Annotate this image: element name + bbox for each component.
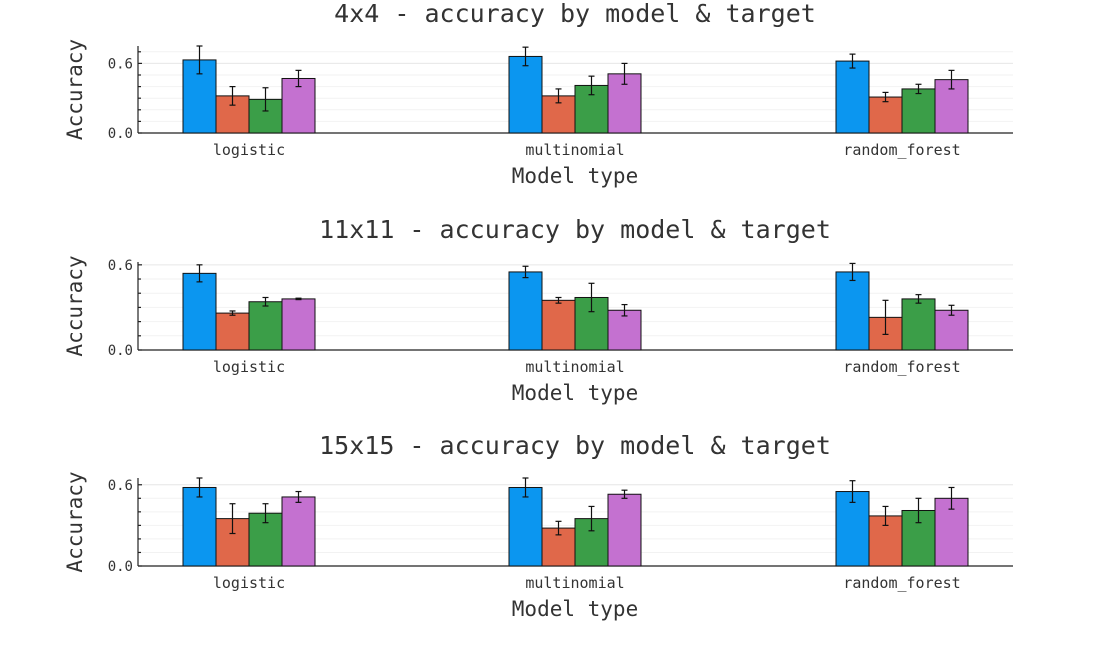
bar	[281, 298, 316, 351]
bar	[541, 299, 576, 351]
bar	[607, 493, 642, 567]
chart-panel-1: 4x4 - accuracy by model & target 0.0 0.6 lo…	[63, 0, 1013, 188]
y-tick-label: 0.0	[108, 559, 133, 575]
y-tick-label: 0.0	[108, 343, 133, 359]
y-axis-label: Accuracy	[63, 255, 87, 356]
x-tick-label: random_forest	[843, 574, 960, 592]
y-axis-label: Accuracy	[63, 471, 87, 572]
x-tick-label: multinomial	[525, 574, 624, 592]
chart-title: 11x11 - accuracy by model & target	[319, 215, 831, 244]
x-tick-label: logistic	[213, 358, 285, 376]
bar	[281, 77, 316, 134]
bar	[901, 298, 936, 351]
bar	[248, 301, 283, 351]
chart-title: 15x15 - accuracy by model & target	[319, 431, 831, 460]
y-tick-label: 0.6	[108, 258, 133, 274]
bar	[835, 271, 870, 351]
bar	[508, 486, 543, 567]
bar	[508, 55, 543, 134]
x-tick-label: random_forest	[843, 358, 960, 376]
bar	[215, 312, 250, 351]
bar	[934, 309, 969, 351]
chart-panel-2: 11x11 - accuracy by model & target 0.0 0.6…	[63, 215, 1013, 405]
x-tick-label: logistic	[213, 141, 285, 159]
y-axis-label: Accuracy	[63, 39, 87, 140]
bar	[508, 271, 543, 351]
bar	[835, 60, 870, 134]
chart-panel-3: 15x15 - accuracy by model & target 0.0 0.6…	[63, 431, 1013, 621]
y-tick-label: 0.6	[108, 56, 133, 72]
bar	[182, 486, 217, 567]
bar	[248, 512, 283, 567]
x-tick-label: multinomial	[525, 358, 624, 376]
chart-title: 4x4 - accuracy by model & target	[334, 0, 816, 28]
x-tick-label: random_forest	[843, 141, 960, 159]
bar	[281, 496, 316, 567]
x-axis-label: Model type	[512, 164, 638, 188]
y-tick-label: 0.6	[108, 478, 133, 494]
bar	[868, 96, 903, 134]
bar	[182, 272, 217, 351]
x-axis-label: Model type	[512, 597, 638, 621]
bar	[901, 88, 936, 134]
y-tick-label: 0.0	[108, 126, 133, 142]
x-tick-label: logistic	[213, 574, 285, 592]
x-axis-label: Model type	[512, 381, 638, 405]
x-tick-label: multinomial	[525, 141, 624, 159]
